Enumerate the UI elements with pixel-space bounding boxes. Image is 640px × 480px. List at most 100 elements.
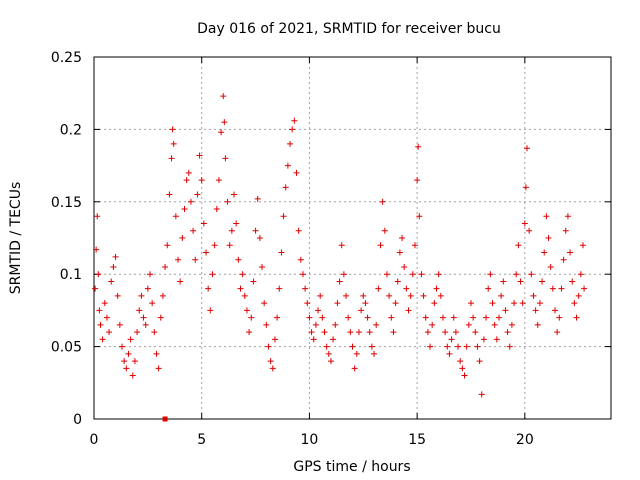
- data-point: [558, 285, 565, 292]
- x-tick-label: 0: [90, 432, 99, 448]
- data-point: [539, 278, 546, 285]
- data-point: [549, 285, 556, 292]
- data-point: [401, 263, 408, 270]
- data-point: [543, 213, 550, 220]
- data-point: [390, 329, 397, 336]
- outlier-marker: [162, 416, 168, 422]
- data-point: [252, 227, 259, 234]
- data-point: [147, 271, 154, 278]
- data-point: [169, 126, 176, 133]
- data-point: [564, 213, 571, 220]
- data-point: [465, 321, 472, 328]
- data-point: [414, 177, 421, 184]
- data-point: [175, 256, 182, 263]
- data-point: [200, 220, 207, 227]
- data-point: [151, 329, 158, 336]
- data-point: [144, 285, 151, 292]
- data-point: [534, 321, 541, 328]
- data-point: [476, 358, 483, 365]
- data-point: [480, 336, 487, 343]
- data-point: [368, 343, 375, 350]
- data-point: [435, 271, 442, 278]
- data-point: [196, 152, 203, 159]
- data-point: [515, 242, 522, 249]
- data-point: [312, 321, 319, 328]
- data-point: [267, 358, 274, 365]
- data-point: [450, 314, 457, 321]
- data-point: [308, 329, 315, 336]
- data-point: [287, 140, 294, 147]
- x-tick-label: 20: [516, 432, 534, 448]
- data-point: [190, 227, 197, 234]
- data-point: [284, 162, 291, 169]
- data-point: [429, 321, 436, 328]
- data-point: [411, 242, 418, 249]
- data-point: [243, 307, 250, 314]
- data-point: [562, 227, 569, 234]
- data-point: [571, 300, 578, 307]
- data-point: [209, 271, 216, 278]
- data-point: [353, 350, 360, 357]
- data-point: [416, 213, 423, 220]
- data-point: [448, 336, 455, 343]
- data-point: [306, 314, 313, 321]
- data-point: [579, 242, 586, 249]
- data-points: [92, 93, 588, 422]
- data-point: [355, 329, 362, 336]
- data-point: [366, 329, 373, 336]
- data-point: [323, 343, 330, 350]
- data-point: [495, 314, 502, 321]
- data-point: [383, 271, 390, 278]
- data-point: [194, 191, 201, 198]
- data-point: [304, 300, 311, 307]
- data-point: [254, 195, 261, 202]
- data-point: [508, 321, 515, 328]
- data-point: [325, 350, 332, 357]
- data-point: [500, 278, 507, 285]
- data-point: [220, 93, 227, 100]
- data-point: [129, 372, 136, 379]
- data-point: [407, 292, 414, 299]
- data-point: [192, 256, 199, 263]
- data-point: [170, 140, 177, 147]
- data-point: [125, 350, 132, 357]
- data-point: [377, 242, 384, 249]
- data-point: [394, 278, 401, 285]
- data-point: [551, 307, 558, 314]
- data-point: [513, 271, 520, 278]
- data-point: [498, 292, 505, 299]
- data-point: [431, 300, 438, 307]
- data-point: [177, 278, 184, 285]
- data-point: [415, 143, 422, 150]
- data-point: [459, 365, 466, 372]
- data-point: [532, 307, 539, 314]
- data-point: [388, 314, 395, 321]
- data-point: [181, 206, 188, 213]
- data-point: [198, 177, 205, 184]
- data-point: [187, 198, 194, 205]
- y-tick-label: 0.25: [51, 50, 82, 66]
- data-point: [218, 129, 225, 136]
- data-point: [577, 271, 584, 278]
- data-point: [121, 358, 128, 365]
- y-tick-label: 0.05: [51, 340, 82, 356]
- data-point: [375, 285, 382, 292]
- data-point: [330, 336, 337, 343]
- data-point: [224, 198, 231, 205]
- data-point: [101, 300, 108, 307]
- grid: [94, 57, 611, 419]
- data-point: [338, 242, 345, 249]
- data-point: [310, 336, 317, 343]
- data-point: [487, 271, 494, 278]
- data-point: [269, 365, 276, 372]
- data-point: [536, 300, 543, 307]
- data-point: [239, 271, 246, 278]
- data-point: [349, 343, 356, 350]
- data-point: [422, 314, 429, 321]
- data-point: [467, 300, 474, 307]
- data-point: [295, 227, 302, 234]
- data-point: [282, 184, 289, 191]
- data-point: [364, 314, 371, 321]
- data-point: [470, 314, 477, 321]
- data-point: [183, 177, 190, 184]
